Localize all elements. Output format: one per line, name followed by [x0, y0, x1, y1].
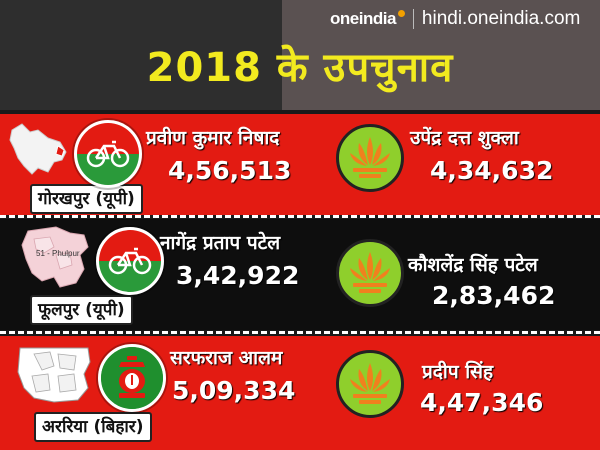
brand-divider [412, 9, 414, 29]
lantern-icon [98, 344, 166, 412]
runner-up-votes: 4,47,346 [420, 388, 544, 417]
place-label: गोरखपुर (यूपी) [30, 184, 143, 214]
winner-votes: 3,42,922 [176, 261, 300, 290]
map-phulpur: 51 - Phulpur [20, 225, 92, 289]
divider [0, 215, 600, 218]
header: oneindia hindi.oneindia.com 2018 के उपचु… [0, 0, 600, 110]
divider [0, 331, 600, 334]
phulpur-map-icon [21, 226, 89, 288]
map-label: 51 - Phulpur [36, 249, 80, 258]
contest-panel-araria: अररिया (बिहार) सरफराज आलम 5,09,334 [0, 336, 600, 450]
winner-votes: 5,09,334 [172, 376, 296, 405]
place-label: फूलपुर (यूपी) [30, 295, 133, 325]
header-right-bg [282, 0, 600, 110]
brand-bar: oneindia hindi.oneindia.com [292, 4, 592, 34]
brand-dot-icon [397, 9, 405, 17]
map-uttar-pradesh [8, 122, 70, 180]
page-title: 2018 के उपचुनाव [146, 45, 454, 91]
lotus-icon [336, 124, 404, 192]
bicycle-icon [74, 120, 142, 188]
lotus-icon [336, 239, 404, 307]
up-map-icon [9, 123, 67, 175]
winner-name: प्रवीण कुमार निषाद [146, 127, 280, 149]
brand-url: hindi.oneindia.com [421, 8, 581, 29]
runner-up-votes: 2,83,462 [432, 281, 556, 310]
runner-up-votes: 4,34,632 [430, 156, 554, 185]
place-label: अररिया (बिहार) [34, 412, 152, 442]
winner-votes: 4,56,513 [168, 156, 292, 185]
lotus-icon [336, 350, 404, 418]
header-left-bg [0, 0, 282, 110]
contest-panel-gorakhpur: गोरखपुर (यूपी) प्रवीण कुमार निषाद 4,56,5… [0, 114, 600, 215]
runner-up-name: कौशलेंद्र सिंह पटेल [408, 254, 538, 276]
contest-panel-phulpur: 51 - Phulpur फूलपुर (यूपी) नागेंद्र प्रत… [0, 219, 600, 330]
bicycle-icon [96, 227, 164, 295]
runner-up-name: उपेंद्र दत्त शुक्ला [410, 127, 519, 149]
map-araria [14, 344, 94, 404]
winner-name: नागेंद्र प्रताप पटेल [160, 232, 281, 254]
araria-map-icon [17, 347, 91, 403]
winner-name: सरफराज आलम [170, 347, 283, 369]
runner-up-name: प्रदीप सिंह [422, 361, 494, 383]
brand-logo: oneindia [330, 9, 396, 28]
